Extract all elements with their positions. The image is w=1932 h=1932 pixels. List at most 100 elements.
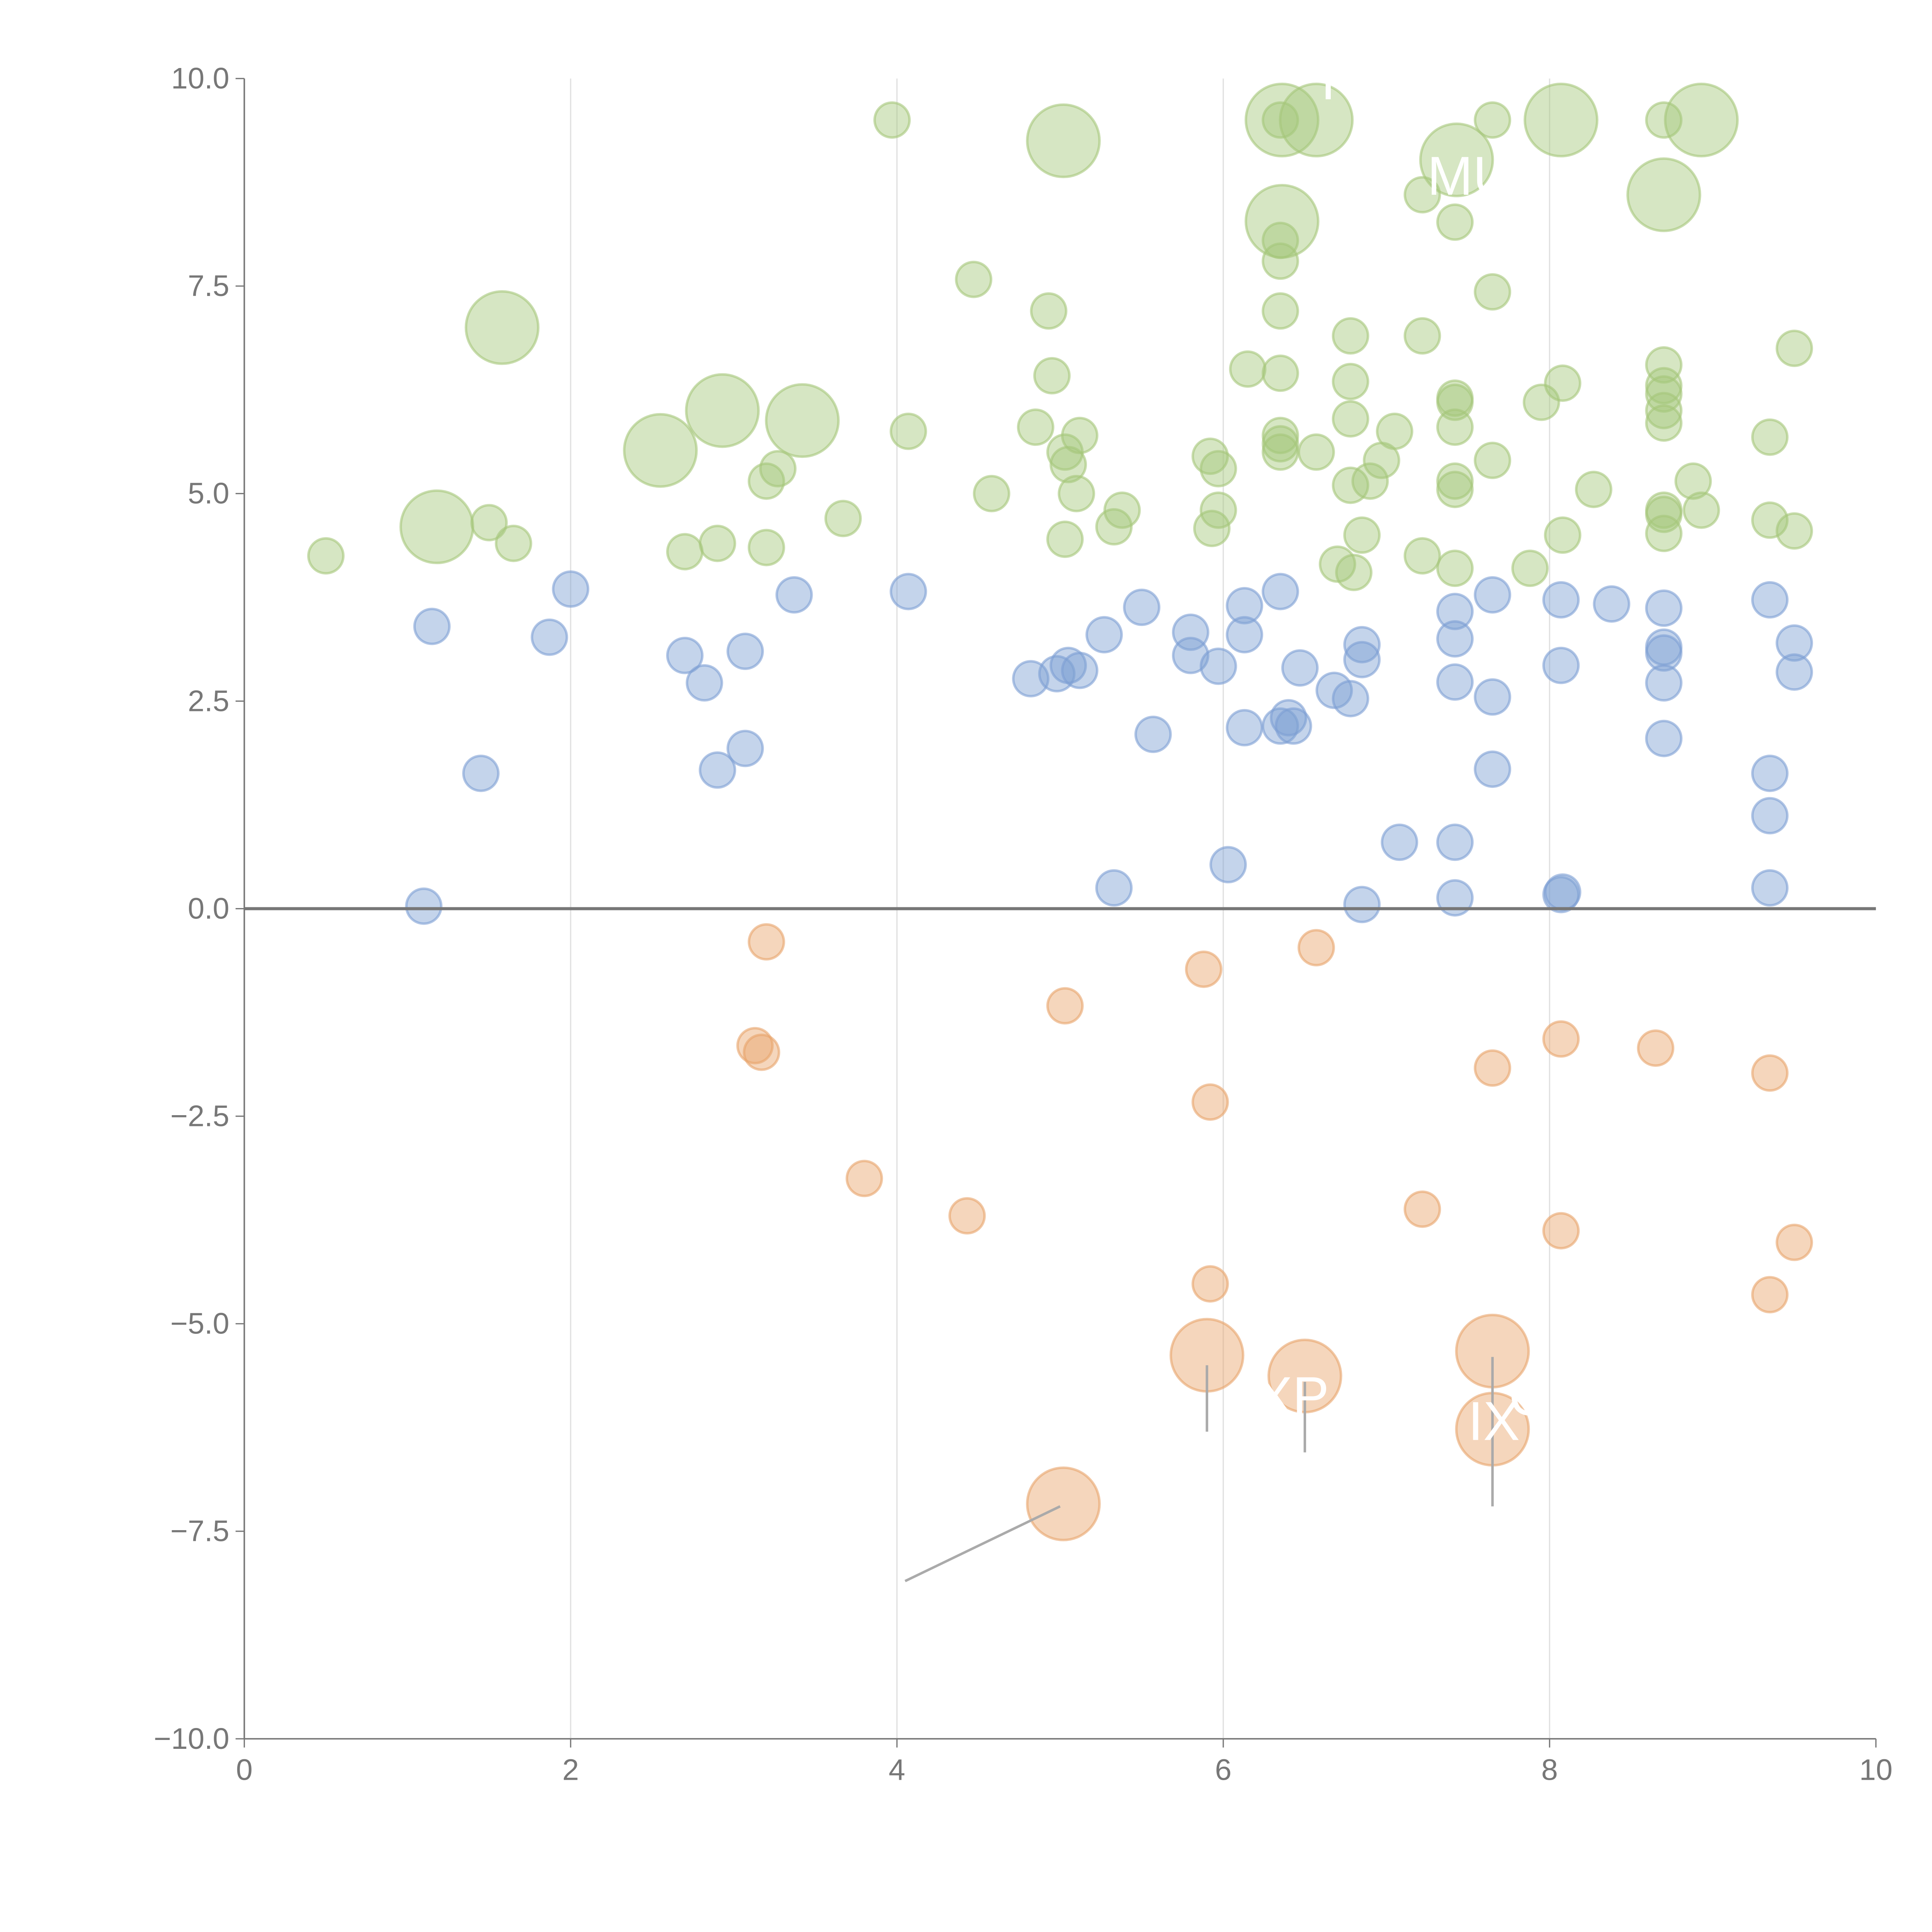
bubble-mid xyxy=(726,730,764,767)
x-tick: 6 xyxy=(1215,1739,1231,1786)
bubble-high xyxy=(1645,515,1683,552)
axes: 0 2 4 6 8 10 10.0 7.5 5.0 2.5 0.0 −2.5 −5.0 −7.5 −10.0 xyxy=(154,62,1893,1786)
x-tick-label: 2 xyxy=(562,1753,579,1786)
annotation-label: MU xyxy=(1427,146,1513,207)
bubble-high xyxy=(1262,425,1299,463)
bubble-mid xyxy=(1645,719,1683,757)
y-tick: −5.0 xyxy=(170,1307,245,1340)
bubble-mid xyxy=(1199,647,1237,685)
bubble-high xyxy=(748,529,785,566)
bubble-mid xyxy=(1593,585,1631,623)
leader-line xyxy=(905,1505,1061,1582)
bubble-mid xyxy=(1343,626,1381,663)
y-tick: −2.5 xyxy=(170,1100,245,1133)
bubble-mid xyxy=(1436,593,1474,630)
bubble-high xyxy=(1436,408,1474,446)
bubble-high xyxy=(1262,354,1299,392)
bubble-high xyxy=(1403,317,1441,355)
bubble-mid xyxy=(1134,716,1172,753)
bubble-mid xyxy=(1544,873,1582,911)
bubble-high xyxy=(1511,549,1549,587)
bubble-high xyxy=(1332,362,1369,400)
bubble-high xyxy=(1524,82,1599,158)
bubble-high xyxy=(824,500,862,537)
bubble-mid xyxy=(1085,616,1123,654)
y-tick-label: −2.5 xyxy=(170,1100,230,1133)
bubble-high xyxy=(1103,492,1141,529)
bubble-high xyxy=(1776,512,1813,550)
bubble-mid xyxy=(1343,886,1381,923)
bubble-high xyxy=(1436,549,1474,587)
bubble-high xyxy=(1017,408,1054,446)
bubble-high xyxy=(889,412,927,450)
x-tick-label: 6 xyxy=(1215,1753,1231,1786)
bubble-high xyxy=(1376,412,1413,450)
bubble-mid xyxy=(1332,680,1369,718)
bubble-low xyxy=(948,1197,986,1235)
y-tick: −10.0 xyxy=(154,1722,245,1755)
bubble-mid xyxy=(1474,750,1511,788)
bubble-high xyxy=(1262,433,1299,471)
bubble-high xyxy=(1436,471,1474,509)
bubble-low xyxy=(1403,1190,1441,1228)
y-tick: 10.0 xyxy=(171,62,245,95)
bubble-low xyxy=(1542,1020,1580,1058)
bubble-high xyxy=(1030,292,1068,330)
y-tick-label: 2.5 xyxy=(188,684,230,718)
bubble-high xyxy=(1674,462,1712,500)
bubble-mid xyxy=(1343,641,1381,679)
bubble-mid xyxy=(1776,624,1813,662)
x-tick: 4 xyxy=(889,1739,905,1786)
y-tick-label: 7.5 xyxy=(188,269,230,303)
bubble-mid xyxy=(1645,589,1683,627)
y-tick: −7.5 xyxy=(170,1515,245,1548)
bubble-high xyxy=(1335,554,1372,591)
bubble-mid xyxy=(1474,678,1511,716)
bubble-mid xyxy=(1262,573,1299,611)
bubble-high xyxy=(1575,471,1612,509)
x-tick: 10 xyxy=(1859,1739,1893,1786)
bubble-high xyxy=(759,450,797,488)
bubble-mid xyxy=(1436,620,1474,658)
bubble-low xyxy=(1191,1083,1229,1121)
bubble-low xyxy=(1751,1276,1789,1313)
bubble-mid xyxy=(666,636,704,674)
bubble-high xyxy=(1645,392,1683,429)
bubble-high xyxy=(1245,184,1320,259)
bubble-high xyxy=(1351,462,1389,500)
bubble-high xyxy=(1474,101,1511,139)
bubble-low xyxy=(1776,1223,1813,1261)
bubble-high xyxy=(685,373,760,448)
x-tick-label: 4 xyxy=(889,1753,905,1786)
bubble-mid xyxy=(1095,869,1133,907)
bubble-high xyxy=(1262,242,1299,280)
bubble-low xyxy=(1751,1054,1789,1092)
bubble-mid xyxy=(1542,876,1580,913)
bubble-mid xyxy=(1226,709,1264,747)
annotations: P MU XP IXC xyxy=(1256,50,1548,1452)
y-tick: 2.5 xyxy=(188,684,245,718)
bubble-mid xyxy=(1381,823,1418,861)
bubble-high xyxy=(307,537,345,575)
bubble-high xyxy=(765,383,840,458)
y-tick-label: 0.0 xyxy=(188,892,230,925)
bubble-low xyxy=(748,923,785,961)
bubble-high xyxy=(1751,418,1789,456)
bubble-high xyxy=(1776,330,1813,367)
bubble-high xyxy=(699,524,736,562)
bubble-high xyxy=(1058,475,1095,512)
annotation-label: XP xyxy=(1256,1366,1329,1427)
bubble-mid xyxy=(1645,664,1683,702)
annotation-label: P xyxy=(1321,50,1358,111)
bubble-mid xyxy=(685,664,723,702)
bubble-high xyxy=(1229,350,1267,388)
y-tick-label: 5.0 xyxy=(188,477,230,510)
bubble-mid xyxy=(1542,581,1580,619)
bubble-high xyxy=(1245,82,1320,158)
bubble-mid xyxy=(1226,616,1264,654)
bubble-high xyxy=(1419,122,1494,197)
bubble-mid xyxy=(1436,663,1474,701)
bubble-low xyxy=(1637,1029,1675,1067)
bubble-high xyxy=(1544,364,1582,402)
leader-lines xyxy=(905,1357,1494,1582)
